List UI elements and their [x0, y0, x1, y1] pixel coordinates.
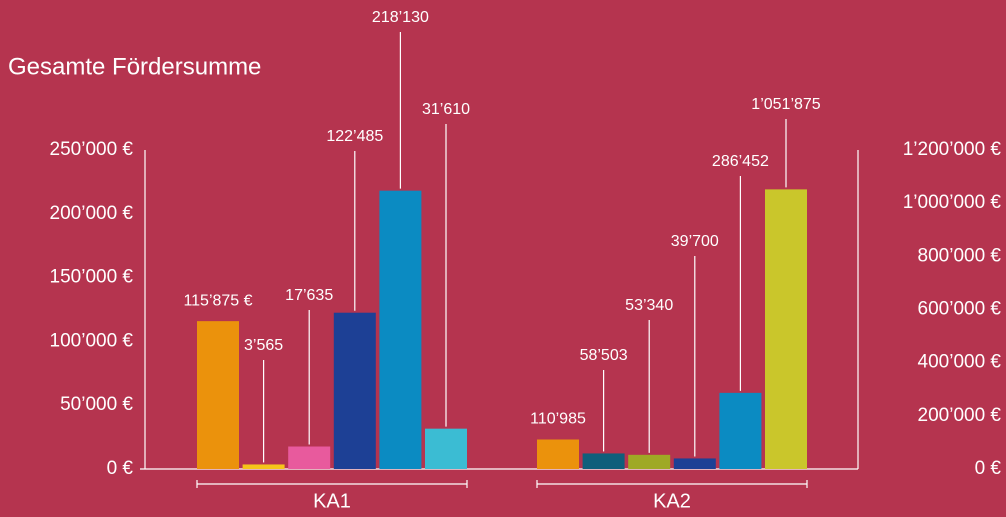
- y-tick-label: 50’000 €: [60, 394, 133, 415]
- value-label: 110’985: [530, 411, 586, 428]
- bar: [628, 454, 671, 469]
- value-label: 39’700: [671, 233, 719, 250]
- bar: [425, 428, 467, 469]
- value-label: 122’485: [326, 128, 383, 145]
- bar: [719, 392, 762, 469]
- y2-tick-label: 1’000’000 €: [903, 192, 1002, 213]
- value-label: 53’340: [625, 297, 673, 314]
- value-label: 17’635: [285, 287, 333, 304]
- y-tick-label: 200’000 €: [50, 203, 134, 224]
- y-tick-label: 100’000 €: [50, 330, 134, 351]
- group-label: KA2: [653, 490, 691, 512]
- y2-tick-label: 600’000 €: [918, 299, 1002, 320]
- y2-tick-label: 800’000 €: [918, 245, 1002, 266]
- value-label: 3’565: [244, 337, 283, 354]
- value-label: 1’051’875: [751, 96, 821, 113]
- value-label: 286’452: [712, 153, 769, 170]
- chart-title: Gesamte Fördersumme: [8, 53, 261, 80]
- bar: [379, 190, 422, 469]
- bar: [242, 464, 285, 469]
- y-tick-label: 150’000 €: [50, 267, 134, 288]
- y2-tick-label: 1’200’000 €: [903, 139, 1002, 160]
- value-label: 115’875 €: [183, 292, 252, 309]
- bar: [673, 458, 716, 469]
- y-tick-label: 250’000 €: [50, 139, 134, 160]
- y2-tick-label: 0 €: [975, 458, 1002, 479]
- bar: [333, 312, 376, 469]
- bar: [288, 446, 331, 469]
- y2-tick-label: 200’000 €: [918, 405, 1002, 426]
- value-label: 218’130: [372, 9, 429, 26]
- bar: [197, 321, 239, 469]
- value-label: 31’610: [422, 101, 470, 118]
- bar: [537, 439, 579, 469]
- group-label: KA1: [313, 490, 351, 512]
- bar: [765, 189, 807, 469]
- y-tick-label: 0 €: [107, 458, 134, 479]
- y2-tick-label: 400’000 €: [918, 352, 1002, 373]
- bar: [582, 453, 625, 469]
- value-label: 58’503: [580, 347, 628, 364]
